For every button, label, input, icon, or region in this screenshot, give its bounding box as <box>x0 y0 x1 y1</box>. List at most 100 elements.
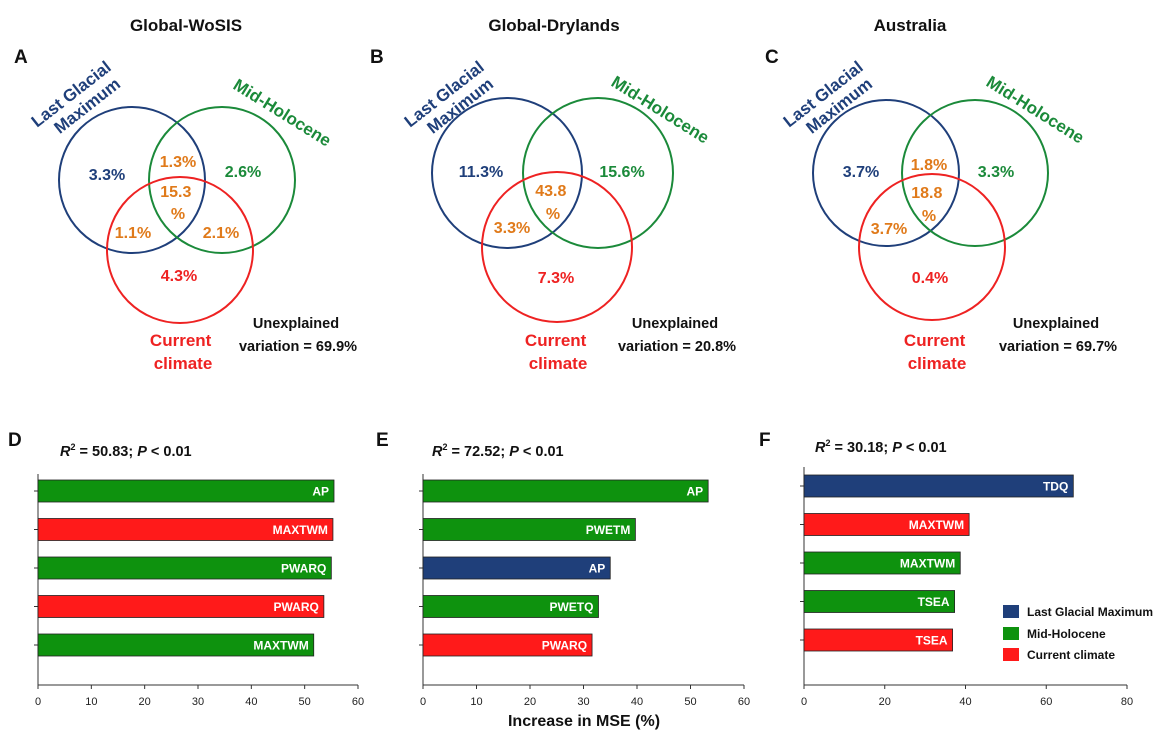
legend-label: Current climate <box>1027 648 1115 662</box>
bar-label: PWETM <box>586 523 631 537</box>
set-label-current: Current climate <box>150 331 216 373</box>
bar <box>37 595 325 618</box>
venn-circle-mid-holocene <box>522 97 674 249</box>
legend-swatch-last-glacial <box>1003 605 1019 618</box>
set-label-line: Current <box>150 331 212 350</box>
x-tick-label: 40 <box>631 696 643 708</box>
unexplained-line: variation = 69.9% <box>239 339 357 355</box>
bar-label: AP <box>312 485 329 499</box>
bar <box>422 633 593 657</box>
venn-circle-current <box>106 176 254 324</box>
bar-label: PWETQ <box>549 600 593 614</box>
unexplained-line: variation = 69.7% <box>999 339 1117 355</box>
panel-label: D <box>8 430 22 451</box>
venn-value-all: 43.8 % <box>535 183 571 223</box>
x-tick-label: 20 <box>879 696 891 708</box>
bar-label: MAXTWM <box>253 639 308 653</box>
bar <box>803 628 953 652</box>
bar-label: MAXTWM <box>900 557 955 571</box>
p-value: 0.01 <box>163 444 191 460</box>
venn-panel-b: Global-Drylands B Last Glacial Maximum M… <box>370 16 736 373</box>
bar-label: AP <box>589 562 606 576</box>
bar-label: PWARQ <box>542 639 587 653</box>
bar-label: MAXTWM <box>273 523 328 537</box>
panel-label: E <box>376 430 389 451</box>
venn-circle-mid-holocene <box>901 99 1049 247</box>
x-tick-label: 30 <box>192 696 204 708</box>
venn-value-mh-current: 2.1% <box>203 225 239 242</box>
bar-chart-e: 0 10 20 30 40 50 60 AP PWETM AP PWETQ PWARQ <box>419 474 750 708</box>
venn-value-current-only: 0.4% <box>912 270 948 287</box>
legend-label: Mid-Holocene <box>1027 627 1106 641</box>
r2-value: 30.18 <box>847 440 883 456</box>
unexplained-variation: Unexplained variation = 69.9% <box>239 316 357 355</box>
venn-value-mh-only: 2.6% <box>225 164 261 181</box>
bar <box>37 633 315 657</box>
bar <box>422 556 611 580</box>
venn-value-mh-only: 15.6% <box>599 164 644 181</box>
set-label-current: Current climate <box>904 331 970 373</box>
set-label-current: Current climate <box>525 331 591 373</box>
unexplained-line: Unexplained <box>253 316 339 332</box>
bar-chart-d: 0 10 20 30 40 50 60 AP MAXTWM PWARQ PWARQ MAXTWM <box>34 474 364 708</box>
x-tick-label: 30 <box>577 696 589 708</box>
x-tick-label: 10 <box>85 696 97 708</box>
venn-circle-last-glacial <box>431 97 583 249</box>
bar-label: PWARQ <box>274 600 319 614</box>
bar <box>422 518 636 541</box>
venn-value-lgm-only: 3.7% <box>843 164 879 181</box>
panel-title: Global-WoSIS <box>130 16 242 35</box>
venn-value-line: 43.8 <box>535 183 566 200</box>
venn-value-line: % <box>922 208 936 225</box>
legend-label: Last Glacial Maximum <box>1027 605 1153 619</box>
bar <box>37 518 334 541</box>
venn-value-line: 15.3 <box>160 184 191 201</box>
set-label-line: Current <box>904 331 966 350</box>
x-tick-label: 50 <box>684 696 696 708</box>
panel-title: Global-Drylands <box>488 16 619 35</box>
r2-p-stats: R2 = 30.18; P < 0.01 <box>815 438 947 456</box>
venn-value-line: % <box>546 206 560 223</box>
set-label-last-glacial: Last Glacial Maximum <box>780 55 882 147</box>
bar-label: TSEA <box>918 595 950 609</box>
venn-value-lgm-only: 11.3% <box>459 164 503 181</box>
unexplained-variation: Unexplained variation = 20.8% <box>618 316 736 355</box>
unexplained-line: variation = 20.8% <box>618 339 736 355</box>
set-label-line: Current <box>525 331 587 350</box>
r2-value: 72.52 <box>464 444 500 460</box>
r2-p-stats: R2 = 72.52; P < 0.01 <box>432 442 564 460</box>
venn-value-lgm-mh: 1.3% <box>160 154 196 171</box>
set-label-mid-holocene: Mid-Holocene <box>608 72 713 147</box>
bar <box>803 474 1074 498</box>
bar-label: PWARQ <box>281 562 326 576</box>
venn-value-all: 15.3 % <box>160 184 196 223</box>
venn-value-lgm-current: 3.3% <box>494 220 530 237</box>
venn-circle-current <box>858 173 1006 321</box>
venn-circle-last-glacial <box>58 106 206 254</box>
unexplained-line: Unexplained <box>1013 316 1099 332</box>
x-tick-label: 10 <box>470 696 482 708</box>
bar <box>422 595 599 618</box>
bar <box>803 513 970 536</box>
venn-value-mh-only: 3.3% <box>978 164 1014 181</box>
venn-circle-current <box>481 171 633 323</box>
set-label-line: climate <box>529 354 588 373</box>
venn-circle-last-glacial <box>812 99 960 247</box>
venn-value-all: 18.8 % <box>911 185 947 225</box>
venn-value-lgm-current: 1.1% <box>115 225 151 242</box>
unexplained-line: Unexplained <box>632 316 718 332</box>
venn-value-current-only: 7.3% <box>538 270 574 287</box>
x-tick-label: 80 <box>1121 696 1133 708</box>
x-tick-label: 60 <box>738 696 750 708</box>
x-tick-label: 20 <box>139 696 151 708</box>
x-tick-label: 60 <box>1040 696 1052 708</box>
panel-label: F <box>759 430 771 451</box>
venn-circle-mid-holocene <box>148 106 296 254</box>
bar-label: TDQ <box>1043 480 1068 494</box>
set-label-line: climate <box>154 354 213 373</box>
set-label-mid-holocene: Mid-Holocene <box>983 72 1088 147</box>
set-label-last-glacial: Last Glacial Maximum <box>28 55 130 147</box>
p-value: 0.01 <box>535 444 563 460</box>
unexplained-variation: Unexplained variation = 69.7% <box>999 316 1117 355</box>
